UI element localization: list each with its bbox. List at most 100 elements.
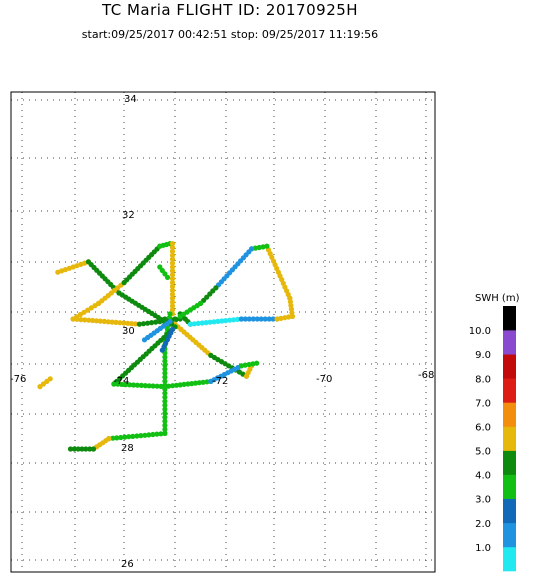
x-tick-label: -74: [113, 376, 129, 387]
y-tick-label: 26: [121, 559, 134, 570]
colorbar-label: 9.0: [475, 350, 491, 361]
track-point: [114, 435, 120, 441]
track-point: [153, 319, 159, 325]
track-point: [211, 319, 217, 325]
track-point: [158, 431, 164, 437]
colorbar-label: 5.0: [475, 447, 491, 458]
track-point: [191, 321, 197, 327]
track-point: [169, 256, 176, 262]
track-point: [154, 431, 160, 437]
track-point: [189, 381, 195, 387]
colorbar-swatch: [503, 330, 516, 355]
track-point: [67, 446, 74, 452]
colorbar-label: 8.0: [475, 374, 491, 385]
track-point: [162, 402, 168, 408]
track-point: [266, 316, 272, 322]
track-point: [162, 374, 168, 380]
track-point: [162, 422, 168, 428]
track-point: [162, 410, 168, 416]
colorbar-label: 6.0: [475, 423, 491, 434]
track-point: [234, 316, 241, 322]
track-point: [192, 380, 199, 386]
track-point: [86, 317, 92, 323]
track-point: [79, 446, 85, 452]
track-point: [71, 446, 77, 452]
track-point: [181, 381, 187, 387]
colorbar-title: SWH (m): [475, 293, 520, 304]
track-point: [126, 434, 132, 440]
track-point: [169, 283, 176, 290]
track-point: [93, 318, 100, 324]
track-point: [154, 383, 160, 389]
track-point: [169, 241, 176, 247]
grid-dots: [11, 92, 435, 572]
track-point: [162, 316, 168, 322]
track-point: [162, 354, 168, 360]
track-point: [111, 381, 117, 387]
track-point: [204, 379, 210, 385]
track-point: [162, 394, 168, 400]
track-point: [169, 276, 176, 282]
track-point: [146, 383, 152, 389]
track-point: [246, 316, 252, 322]
track-point: [105, 319, 111, 325]
track-point: [169, 244, 176, 251]
track-point: [130, 382, 137, 388]
track-point: [223, 318, 229, 324]
track-point: [250, 316, 256, 322]
track-point: [169, 268, 176, 274]
y-tick-label: 28: [121, 443, 134, 454]
y-tick-label: 30: [122, 326, 135, 337]
track-point: [157, 319, 163, 325]
track-point: [97, 318, 103, 324]
track-point: [117, 320, 123, 326]
track-point: [162, 414, 168, 420]
track-point: [169, 248, 176, 254]
track-point: [196, 380, 202, 386]
track-point: [167, 311, 173, 317]
colorbar-swatch: [503, 498, 516, 524]
track-point: [258, 316, 264, 322]
track-point: [169, 252, 176, 258]
track-point: [127, 382, 133, 388]
track-point: [215, 318, 221, 324]
track-point: [162, 398, 168, 404]
colorbar-swatch: [503, 354, 516, 379]
track-point: [227, 317, 233, 323]
track-point: [169, 326, 176, 332]
track-point: [140, 321, 147, 327]
track-point: [254, 360, 260, 366]
track-point: [169, 295, 176, 301]
track-point: [82, 317, 88, 323]
track-point: [207, 291, 213, 297]
track-point: [122, 434, 128, 440]
track-point: [121, 320, 127, 326]
track-point: [169, 291, 176, 297]
track-point: [162, 406, 168, 412]
track-point: [199, 320, 205, 326]
track-point: [158, 383, 164, 389]
track-point: [149, 320, 155, 326]
x-tick-label: -72: [212, 376, 228, 387]
swh-colorbar: SWH (m) 1.0 2.0 3.0 4.0 5.0 6.0 7.0 8.0 9.0 10.0: [469, 293, 520, 572]
track-point: [173, 316, 179, 323]
track-point: [90, 317, 96, 324]
track-point: [195, 320, 201, 326]
track-point: [74, 263, 80, 269]
track-point: [166, 315, 172, 321]
track-point: [75, 446, 81, 452]
track-point: [47, 376, 53, 382]
track-point: [123, 382, 129, 388]
track-point: [162, 384, 168, 390]
track-point: [142, 383, 148, 389]
colorbar-label: 7.0: [475, 398, 491, 409]
track-point: [170, 383, 176, 389]
colorbar-swatch: [503, 306, 516, 331]
track-point: [101, 318, 107, 324]
track-point: [125, 320, 131, 326]
x-tick-label: -70: [316, 374, 332, 385]
track-point: [169, 280, 176, 286]
track-point: [207, 319, 213, 325]
track-point: [242, 316, 248, 322]
